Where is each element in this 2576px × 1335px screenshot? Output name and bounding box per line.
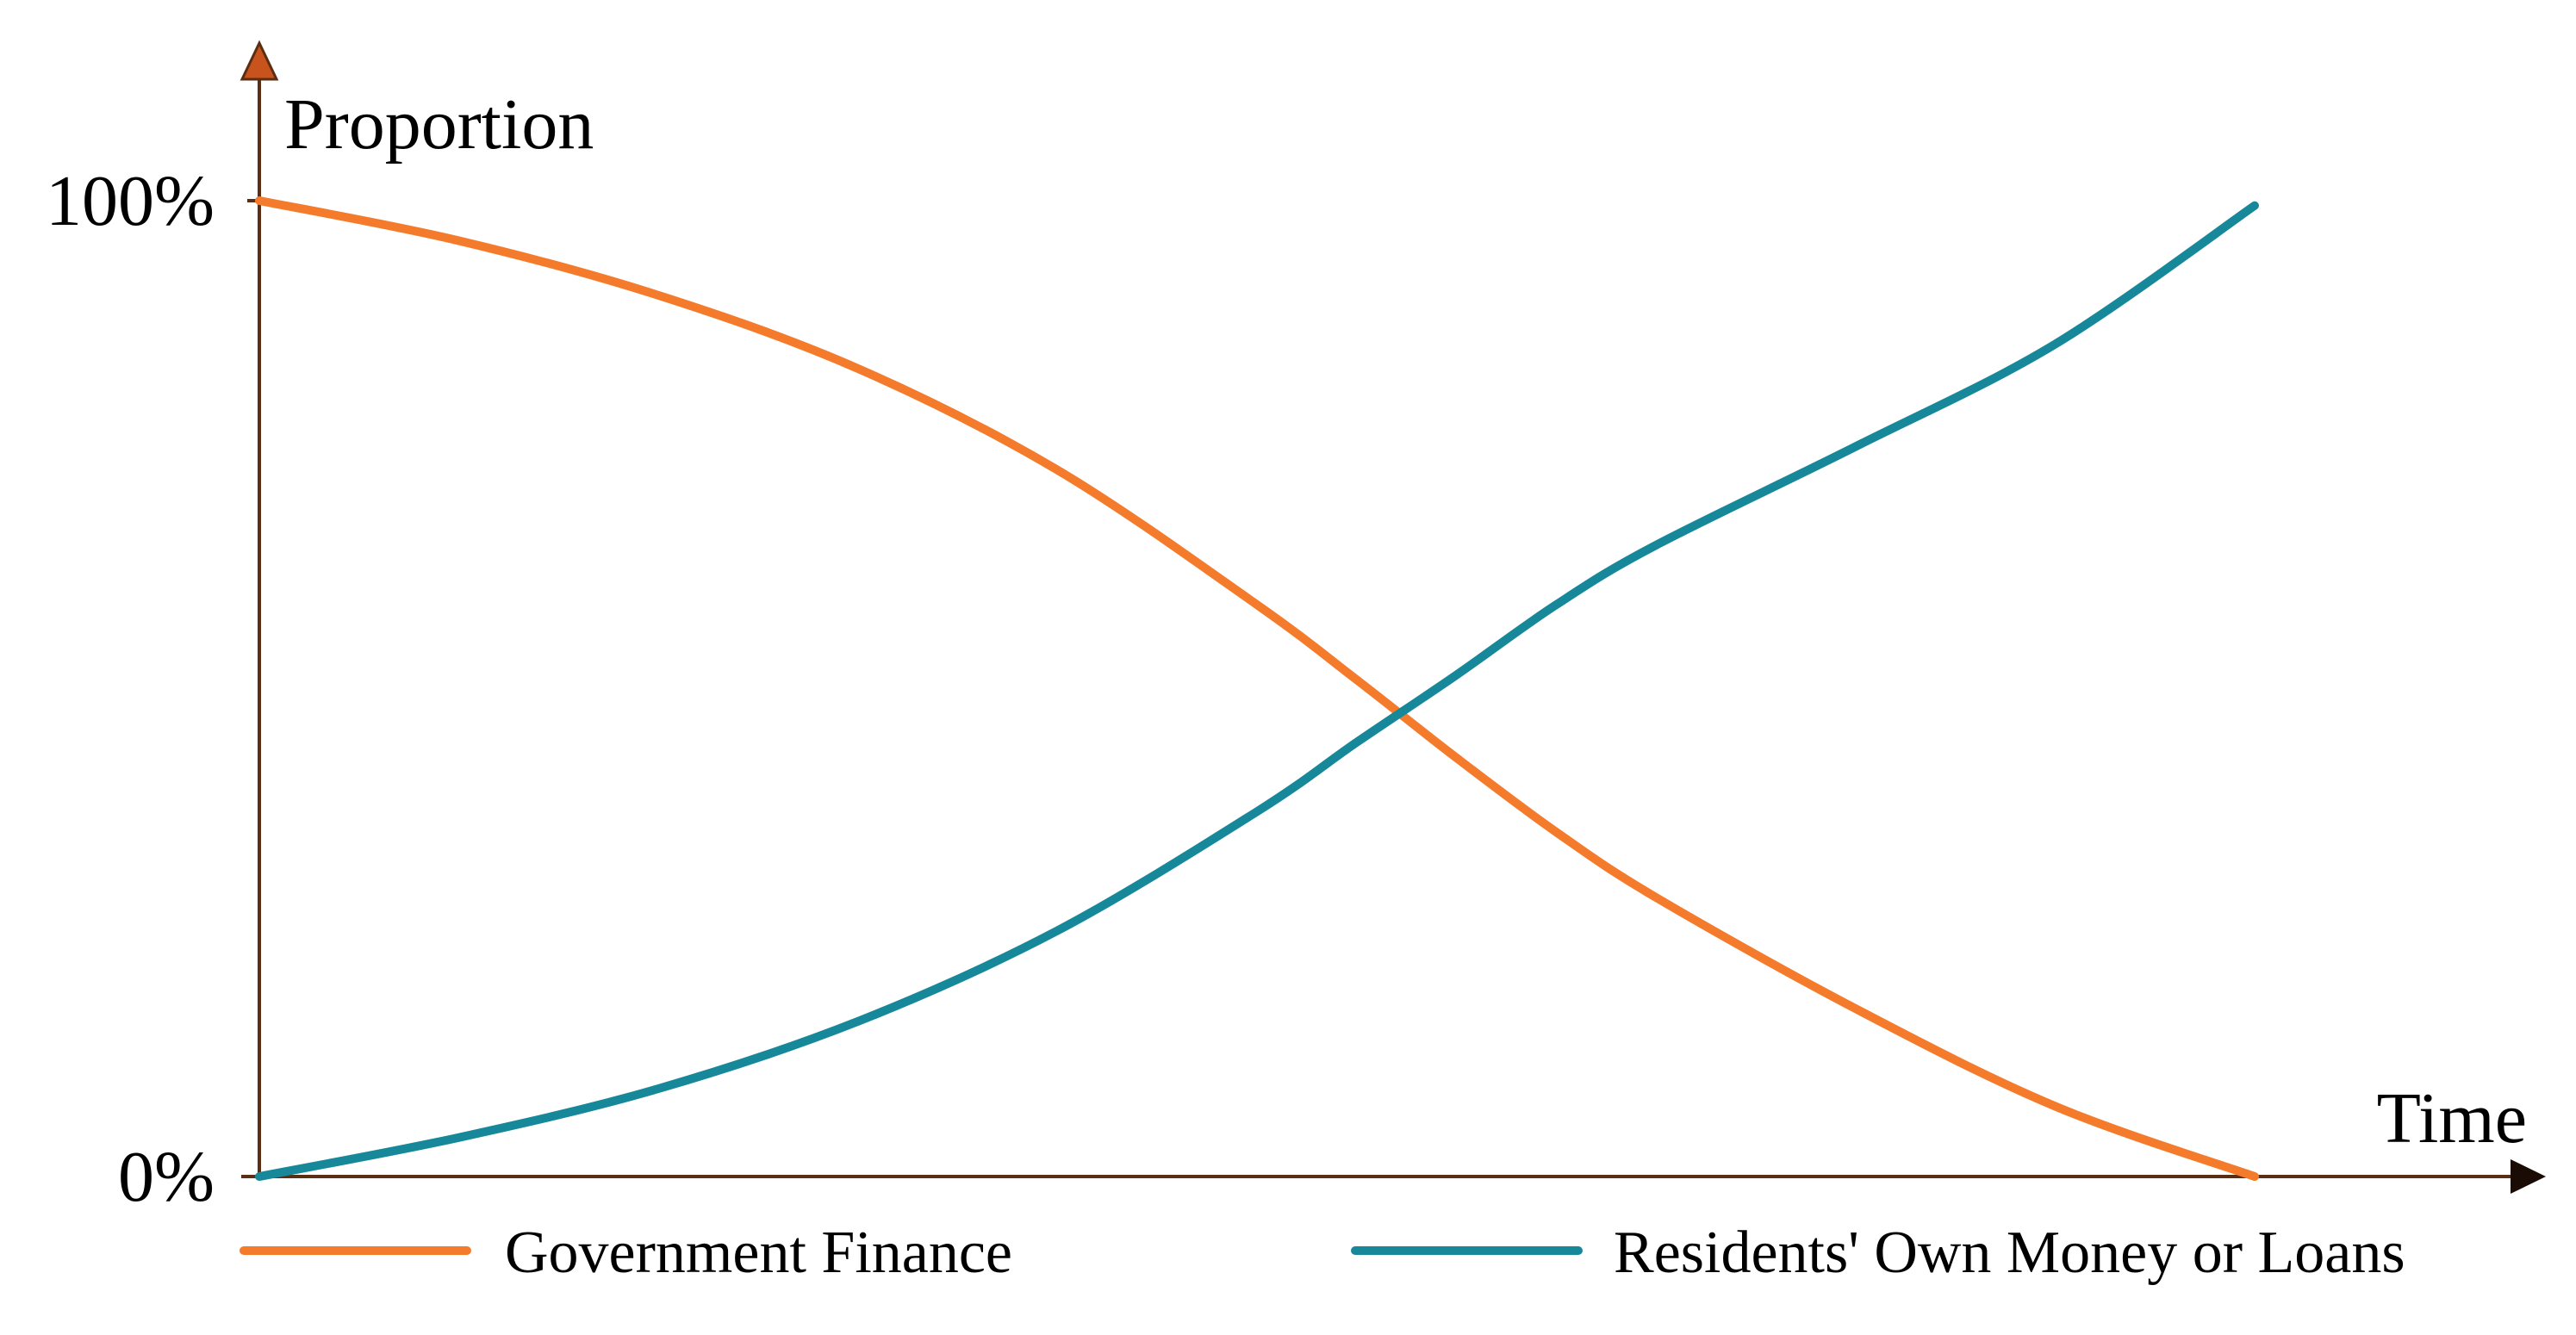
legend-label: Residents' Own Money or Loans xyxy=(1614,1220,2405,1286)
x-axis-arrow-icon xyxy=(2511,1159,2546,1194)
legend: Government Finance Residents' Own Money o… xyxy=(240,1220,2405,1286)
y-axis-ticks: 0% 100% xyxy=(46,161,259,1217)
y-tick-label: 100% xyxy=(46,161,215,241)
series-line xyxy=(255,196,2259,1181)
legend-item: Government Finance xyxy=(240,1220,1012,1286)
plot-series xyxy=(255,196,2259,1181)
x-axis-title: Time xyxy=(2377,1078,2527,1158)
series-line xyxy=(255,201,2259,1181)
y-axis-arrow-icon xyxy=(240,40,279,81)
chart-axes xyxy=(240,40,2546,1194)
legend-item: Residents' Own Money or Loans xyxy=(1351,1220,2405,1286)
y-axis-title: Proportion xyxy=(284,84,594,165)
y-tick-label: 0% xyxy=(118,1137,215,1217)
legend-label: Government Finance xyxy=(505,1220,1012,1286)
